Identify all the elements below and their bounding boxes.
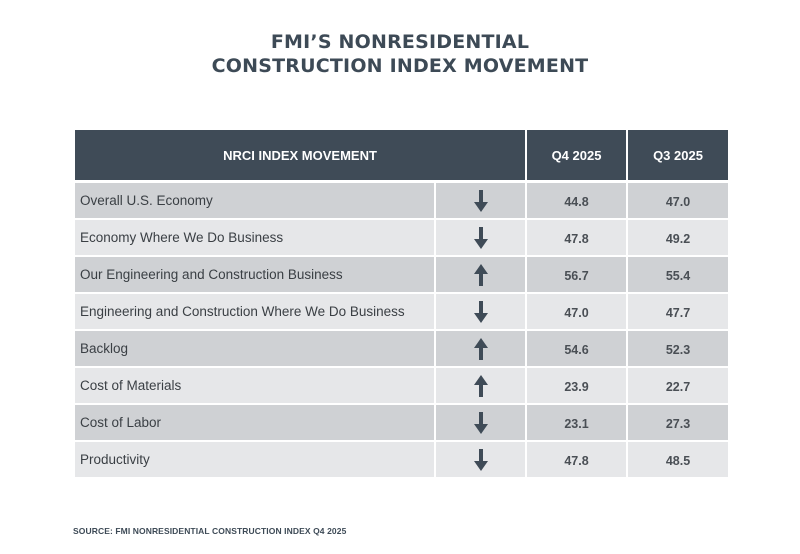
row-direction-cell — [435, 256, 527, 294]
arrow-up-icon — [473, 337, 488, 360]
arrow-down-icon — [473, 300, 488, 323]
table-row: Cost of Labor 23.1 27.3 — [75, 404, 728, 442]
arrow-up-icon — [473, 374, 488, 397]
table-header-row: NRCI INDEX MOVEMENT Q4 2025 Q3 2025 — [75, 130, 728, 183]
arrow-down-icon — [473, 189, 488, 212]
row-value-q3-2025: 49.2 — [627, 219, 728, 257]
source-note: SOURCE: FMI NONRESIDENTIAL CONSTRUCTION … — [73, 526, 347, 536]
row-direction-cell — [435, 404, 527, 442]
row-label: Engineering and Construction Where We Do… — [75, 293, 436, 331]
table-row: Overall U.S. Economy 44.8 47.0 — [75, 181, 728, 220]
row-label: Our Engineering and Construction Busines… — [75, 256, 436, 294]
row-value-q3-2025: 47.7 — [627, 293, 728, 331]
row-label: Cost of Materials — [75, 367, 436, 405]
row-value-q3-2025: 52.3 — [627, 330, 728, 368]
nrci-table: NRCI INDEX MOVEMENT Q4 2025 Q3 2025 Over… — [75, 130, 728, 479]
row-value-q4-2025: 44.8 — [526, 181, 628, 220]
arrow-down-icon — [473, 448, 488, 471]
arrow-up-icon — [473, 263, 488, 286]
row-label: Productivity — [75, 441, 436, 479]
row-value-q3-2025: 48.5 — [627, 441, 728, 479]
table-row: Engineering and Construction Where We Do… — [75, 293, 728, 331]
row-direction-cell — [435, 330, 527, 368]
row-value-q3-2025: 22.7 — [627, 367, 728, 405]
row-value-q4-2025: 54.6 — [526, 330, 628, 368]
row-value-q3-2025: 47.0 — [627, 181, 728, 220]
row-value-q4-2025: 47.0 — [526, 293, 628, 331]
chart-title-line-2: CONSTRUCTION INDEX MOVEMENT — [211, 55, 589, 77]
arrow-down-icon — [473, 411, 488, 434]
row-value-q3-2025: 55.4 — [627, 256, 728, 294]
row-value-q4-2025: 56.7 — [526, 256, 628, 294]
header-q3-2025: Q3 2025 — [627, 130, 728, 183]
row-value-q4-2025: 47.8 — [526, 441, 628, 479]
header-index-movement: NRCI INDEX MOVEMENT — [75, 130, 527, 183]
row-label: Cost of Labor — [75, 404, 436, 442]
table-row: Our Engineering and Construction Busines… — [75, 256, 728, 294]
row-direction-cell — [435, 181, 527, 220]
table-row: Backlog 54.6 52.3 — [75, 330, 728, 368]
table-row: Productivity 47.8 48.5 — [75, 441, 728, 479]
row-direction-cell — [435, 367, 527, 405]
row-value-q4-2025: 23.1 — [526, 404, 628, 442]
table-row: Economy Where We Do Business 47.8 49.2 — [75, 219, 728, 257]
chart-title: FMI’S NONRESIDENTIAL CONSTRUCTION INDEX … — [0, 30, 800, 78]
table-row: Cost of Materials 23.9 22.7 — [75, 367, 728, 405]
table-body: Overall U.S. Economy 44.8 47.0 Economy Wher… — [75, 181, 728, 479]
row-value-q3-2025: 27.3 — [627, 404, 728, 442]
row-label: Economy Where We Do Business — [75, 219, 436, 257]
row-direction-cell — [435, 441, 527, 479]
row-label: Overall U.S. Economy — [75, 181, 436, 220]
header-q4-2025: Q4 2025 — [526, 130, 628, 183]
row-value-q4-2025: 47.8 — [526, 219, 628, 257]
chart-title-line-1: FMI’S NONRESIDENTIAL — [270, 31, 530, 53]
row-value-q4-2025: 23.9 — [526, 367, 628, 405]
row-direction-cell — [435, 219, 527, 257]
row-direction-cell — [435, 293, 527, 331]
row-label: Backlog — [75, 330, 436, 368]
arrow-down-icon — [473, 226, 488, 249]
